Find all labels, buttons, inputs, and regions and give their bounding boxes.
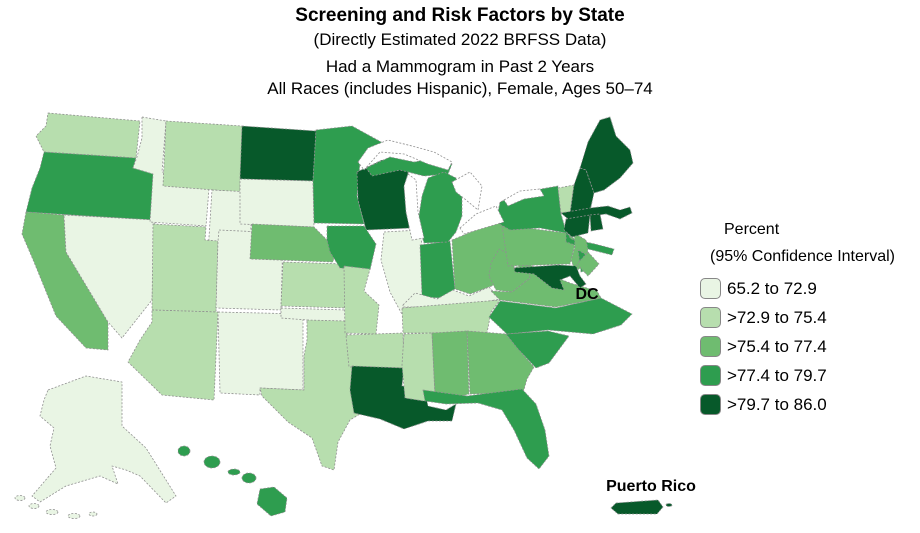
legend-swatch-3 bbox=[700, 336, 721, 357]
puerto-rico-label: Puerto Rico bbox=[606, 478, 696, 495]
state-MD[interactable] bbox=[513, 264, 587, 291]
hawaii-island-oahu[interactable] bbox=[203, 455, 221, 469]
page-title: Screening and Risk Factors by State bbox=[295, 5, 625, 26]
legend-swatch-4 bbox=[700, 365, 721, 386]
legend-label-1: 65.2 to 72.9 bbox=[727, 278, 817, 298]
aleutian-island[interactable] bbox=[88, 511, 98, 517]
dc-label: DC bbox=[575, 286, 599, 303]
state-ID[interactable] bbox=[132, 116, 211, 227]
legend-row-1: 65.2 to 72.9 bbox=[700, 278, 918, 299]
lake-ontario bbox=[503, 188, 545, 207]
state-AK[interactable] bbox=[31, 375, 177, 504]
state-NE[interactable] bbox=[249, 223, 335, 263]
aleutian-island[interactable] bbox=[45, 509, 59, 515]
state-ND[interactable] bbox=[239, 125, 317, 182]
legend-label-3: >75.4 to 77.4 bbox=[727, 336, 827, 356]
state-FL[interactable] bbox=[422, 388, 550, 470]
state-IN[interactable] bbox=[419, 240, 456, 299]
legend-label-5: >79.7 to 86.0 bbox=[727, 394, 827, 414]
state-MS[interactable] bbox=[401, 332, 436, 402]
legend-label-4: >77.4 to 79.7 bbox=[727, 365, 827, 385]
aleutian-island[interactable] bbox=[67, 513, 81, 519]
legend-subtitle: (95% Confidence Interval) bbox=[710, 248, 895, 265]
state-PA[interactable] bbox=[501, 224, 577, 267]
legend-row-5: >79.7 to 86.0 bbox=[700, 394, 918, 415]
state-NY[interactable] bbox=[495, 185, 615, 256]
aleutian-island[interactable] bbox=[14, 495, 26, 501]
state-MI[interactable] bbox=[417, 171, 463, 244]
state-SD[interactable] bbox=[239, 178, 315, 228]
lake-superior bbox=[357, 139, 453, 171]
population-subtitle: All Races (includes Hispanic), Female, A… bbox=[267, 79, 653, 98]
hawaii-island-maui[interactable] bbox=[241, 472, 257, 484]
state-IA[interactable] bbox=[326, 225, 377, 271]
legend-row-3: >75.4 to 77.4 bbox=[700, 336, 918, 357]
state-MT[interactable] bbox=[162, 120, 243, 193]
state-TN[interactable] bbox=[401, 299, 501, 334]
legend-swatch-5 bbox=[700, 394, 721, 415]
legend-title: Percent bbox=[724, 221, 780, 238]
pr-small-island[interactable] bbox=[665, 503, 673, 507]
state-CT[interactable] bbox=[563, 214, 591, 238]
aleutian-island[interactable] bbox=[28, 503, 40, 509]
legend-row-2: >72.9 to 75.4 bbox=[700, 307, 918, 328]
state-KS[interactable] bbox=[280, 261, 347, 309]
legend-label-2: >72.9 to 75.4 bbox=[727, 307, 827, 327]
title-block: Screening and Risk Factors by State (Dir… bbox=[0, 5, 920, 99]
state-AR[interactable] bbox=[345, 332, 405, 369]
legend: Percent (95% Confidence Interval) 65.2 t… bbox=[700, 221, 918, 423]
state-RI[interactable] bbox=[589, 213, 604, 232]
state-MO[interactable] bbox=[343, 265, 380, 335]
state-AZ[interactable] bbox=[127, 309, 219, 401]
lake-erie bbox=[459, 205, 505, 235]
state-NM[interactable] bbox=[217, 311, 304, 396]
state-SC[interactable] bbox=[505, 330, 570, 369]
state-ME[interactable] bbox=[579, 116, 634, 194]
state-DC-inset[interactable] bbox=[576, 251, 600, 277]
lake-huron bbox=[451, 171, 483, 211]
hawaii-island-big-island[interactable] bbox=[256, 486, 288, 517]
territory-PR[interactable] bbox=[610, 499, 664, 515]
state-MN[interactable] bbox=[312, 125, 384, 225]
state-UT[interactable] bbox=[151, 223, 219, 313]
indicator-title: Had a Mammogram in Past 2 Years bbox=[325, 57, 595, 76]
state-GA[interactable] bbox=[466, 330, 535, 395]
state-NC[interactable] bbox=[488, 297, 633, 335]
state-AL[interactable] bbox=[431, 330, 470, 401]
legend-swatch-2 bbox=[700, 307, 721, 328]
state-CA[interactable] bbox=[21, 211, 109, 351]
hawaii-island-kauai[interactable] bbox=[177, 445, 191, 457]
hawaii-island-molokai[interactable] bbox=[227, 468, 241, 476]
lake-michigan bbox=[403, 173, 425, 241]
state-WA[interactable] bbox=[35, 112, 141, 159]
page-subtitle: (Directly Estimated 2022 BRFSS Data) bbox=[313, 30, 607, 49]
legend-row-4: >77.4 to 79.7 bbox=[700, 365, 918, 386]
legend-swatch-1 bbox=[700, 278, 721, 299]
